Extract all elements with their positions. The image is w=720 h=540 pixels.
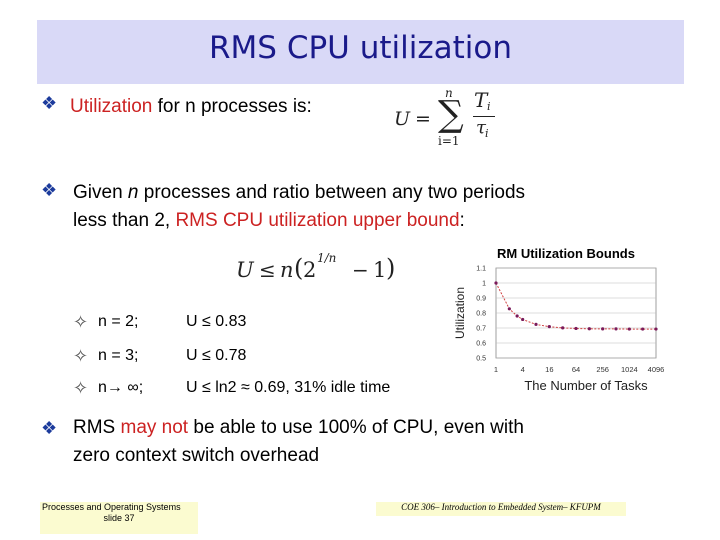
rms-line1-start: RMS [73,417,121,438]
data-point [494,281,498,285]
given-line2-start: less than 2, [73,210,176,231]
bound-minus: − [352,258,369,282]
data-point [547,325,551,329]
bullet-diamond-icon: ❖ [41,93,58,113]
formula-sum-lower: i=1 [438,134,460,148]
utilization-rest: for n processes is: [152,96,312,117]
bullet-given-n: Given n processes and ratio between any … [73,179,693,235]
utilization-word: Utilization [70,96,153,117]
data-point [587,327,591,331]
upper-bound-formula: U ≤ n ( 2 1/n − 1 ) [232,250,404,290]
case-ninf-left: n→ ∞; [98,379,144,396]
star-bullet-icon: ✧ [73,378,89,398]
case-n3-right: U ≤ 0.78 [186,347,247,364]
utilization-chart: 1.1 1 0.9 0.8 0.7 0.6 0.5 1 4 16 64 256 1024 4096 Util… [453,266,665,394]
x-tick-label: 4096 [648,365,665,374]
y-tick-label: 1.1 [476,266,486,273]
x-tick-label: 1 [494,365,498,374]
case-n2-right: U ≤ 0.83 [186,313,247,330]
formula-op: = [415,108,431,130]
data-point [641,327,645,331]
formula-numerator-sub: i [487,100,491,113]
data-point [561,326,565,330]
x-axis-label: The Number of Tasks [524,378,648,393]
data-point [601,327,605,331]
x-tick-label: 256 [596,365,609,374]
data-point [574,326,578,331]
y-tick-label: 0.8 [476,311,486,318]
bound-base: 2 [303,258,317,282]
bullet-diamond-icon: ❖ [41,180,58,200]
bullet-rms-may-not: RMS may not be able to use 100% of CPU, … [73,414,693,470]
given-n: n [127,182,139,203]
formula-sum-symbol: ∑ [438,94,464,135]
data-point [507,307,511,311]
bound-lhs: U [236,258,254,282]
case-ninf-right: U ≤ ln2 ≈ 0.69, 31% idle time [186,379,391,396]
case-n3-left: n = 3; [98,347,139,364]
bound-one: 1 [373,258,387,282]
slide-title: RMS CPU utilization [209,30,512,66]
bound-paren-open: ( [294,254,304,282]
rms-line2: zero context switch overhead [73,445,320,466]
footer-course-topic: Processes and Operating Systems [42,502,181,512]
y-tick-label: 0.9 [476,296,486,303]
data-point [515,314,519,318]
data-point [521,317,525,322]
y-tick-label: 0.6 [476,341,486,348]
footer-right: COE 306– Introduction to Embedded System… [376,502,626,516]
x-tick-label: 1024 [621,365,638,374]
formula-numerator: T [474,88,488,112]
data-point [654,327,658,331]
upper-bound-text: RMS CPU utilization upper bound [175,210,460,231]
chart-title: RM Utilization Bounds [497,246,635,261]
given-line1-start: Given [73,182,128,203]
rms-line1-rest: be able to use 100% of CPU, even with [188,417,524,438]
given-line1-rest: processes and ratio between any two peri… [138,182,526,203]
title-band [37,20,684,84]
star-bullet-icon: ✧ [73,346,89,366]
x-tick-label: 4 [521,365,525,374]
formula-sum-upper: n [445,86,453,100]
data-point [627,327,631,331]
utilization-formula: U = n ∑ i=1 T i τ i [388,86,508,152]
formula-fraction-bar [473,116,495,117]
data-point [614,327,618,331]
bullet-diamond-icon: ❖ [41,418,58,438]
y-tick-label: 1 [482,281,486,288]
star-bullet-icon: ✧ [73,312,89,332]
case-n2-left: n = 2; [98,313,139,330]
formula-lhs: U [394,108,411,130]
y-tick-label: 0.7 [476,326,486,333]
footer-left: Processes and Operating Systems slide 37 [40,502,198,534]
bound-exponent: 1/n [317,251,337,265]
formula-denominator-sub: i [485,127,489,140]
bound-paren-close: ) [386,254,396,282]
y-axis-label: Utilization [453,287,467,339]
given-line2-end: : [459,210,465,231]
x-tick-label: 64 [572,365,580,374]
x-tick-label: 16 [545,365,553,374]
footer-slide-number: slide 37 [103,513,135,523]
series-line [495,282,656,330]
bound-n: n [280,258,294,282]
bullet-utilization: Utilization for n processes is: [70,93,312,121]
may-not-text: may not [120,417,189,438]
data-point [534,322,538,326]
bound-op: ≤ [259,258,276,282]
y-tick-label: 0.5 [476,356,486,363]
formula-denominator: τ [476,117,486,138]
